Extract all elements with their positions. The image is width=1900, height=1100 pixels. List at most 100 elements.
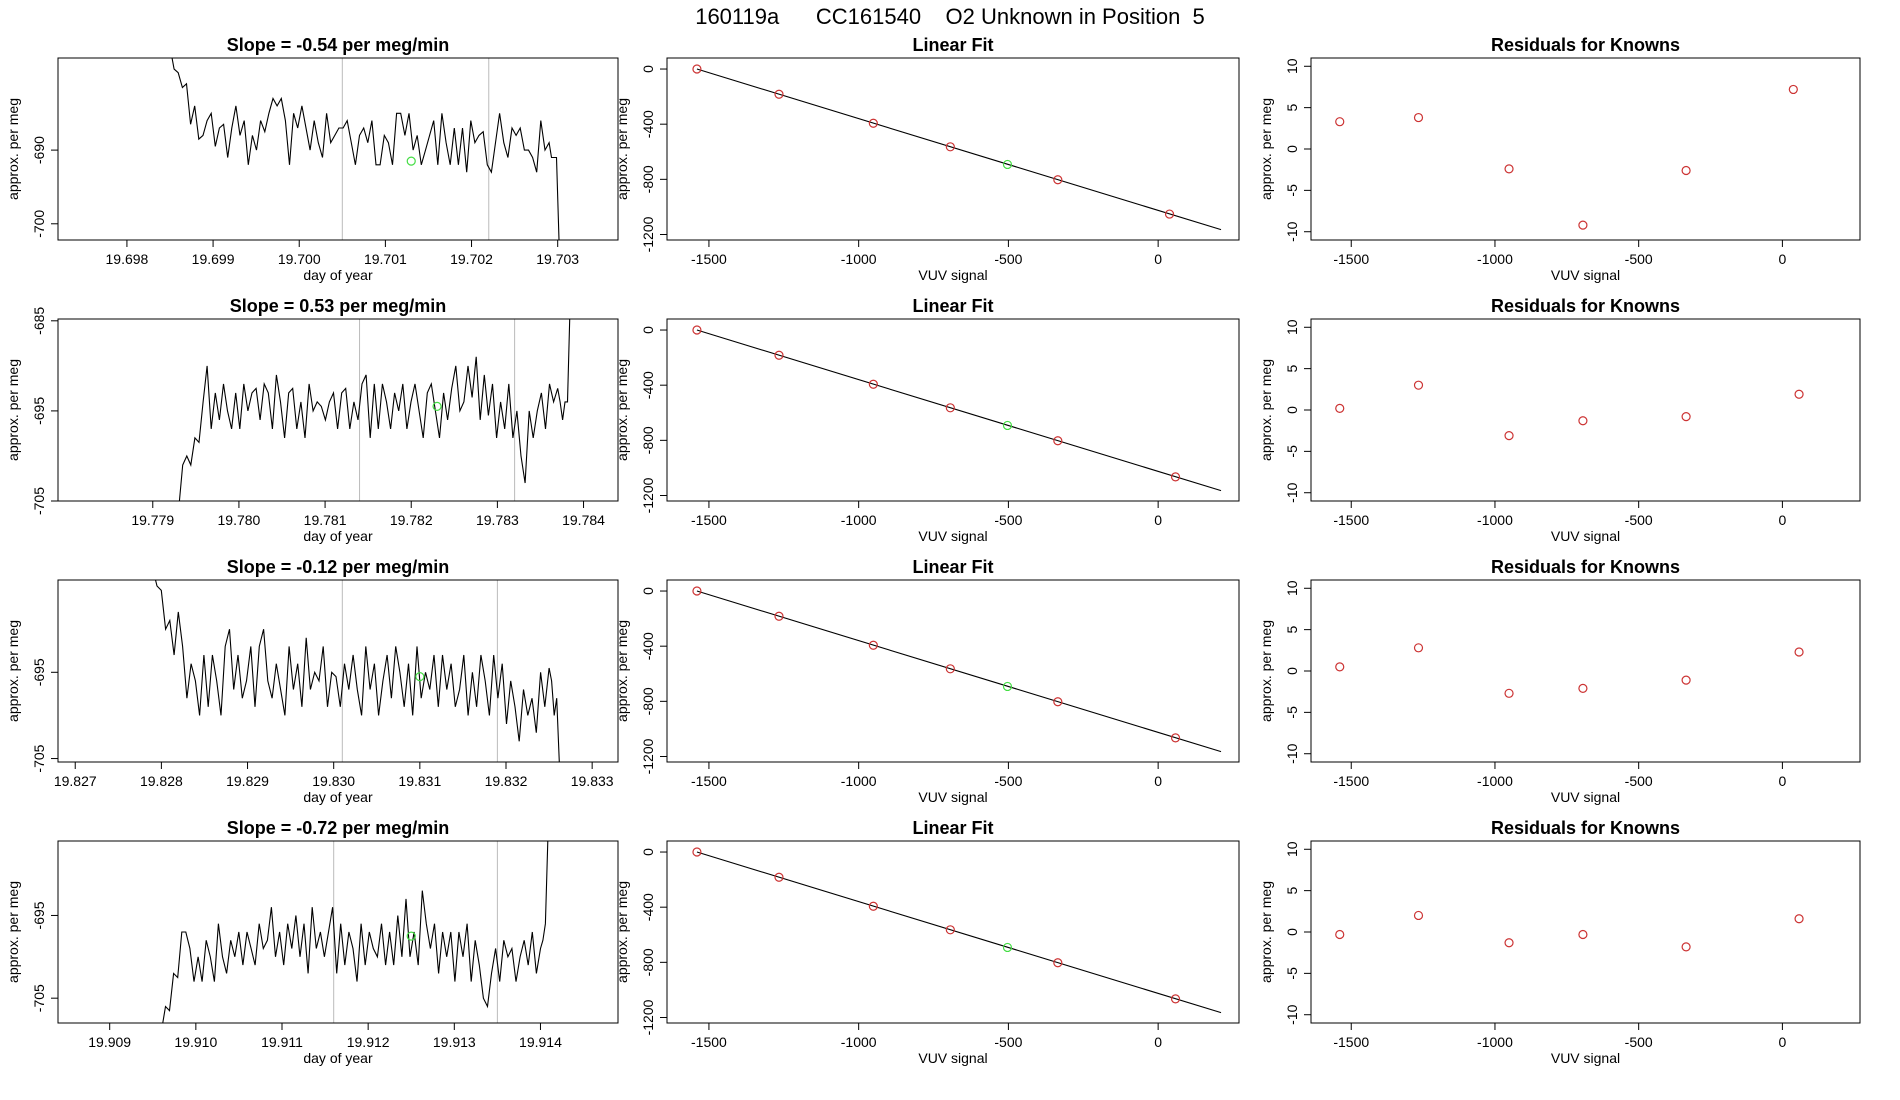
y-tick-label: -800	[640, 687, 656, 715]
known-point	[1413, 112, 1424, 123]
known-point	[1681, 165, 1691, 176]
x-tick-label: -1000	[841, 773, 877, 789]
known-point	[774, 350, 784, 360]
x-tick-label: 19.827	[54, 773, 97, 789]
known-point	[1794, 647, 1804, 657]
x-tick-label: 19.830	[312, 773, 355, 789]
y-tick-label: -400	[640, 110, 656, 138]
plot-frame	[666, 579, 1240, 763]
y-axis-label: approx. per meg	[614, 620, 630, 722]
x-tick-label: 19.910	[174, 1034, 217, 1050]
plot-frame	[666, 840, 1240, 1024]
y-axis-label: approx. per meg	[1258, 359, 1274, 461]
y-tick-label: 10	[1284, 319, 1300, 335]
known-point	[1681, 412, 1691, 422]
x-tick-label: -500	[1625, 773, 1653, 789]
x-tick-label: 0	[1778, 773, 1786, 789]
x-tick-label: -1500	[691, 1034, 727, 1050]
x-tick-label: -500	[994, 1034, 1022, 1050]
y-tick-label: 0	[1284, 667, 1300, 675]
y-tick-label: -695	[31, 658, 47, 686]
plot-frame	[1310, 318, 1861, 502]
y-tick-label: 0	[640, 848, 656, 856]
y-axis-label: approx. per meg	[614, 881, 630, 983]
known-point	[774, 89, 784, 99]
chart-panel-12: Residuals for Knowns -1500 -1000 -500 0 10 5 0 -…	[1258, 818, 1861, 1066]
chart-panel-11: Linear Fit -1500 -1000 -500 0 0 -400 -800 -1200 V…	[614, 818, 1240, 1066]
y-tick-label: -400	[640, 893, 656, 921]
y-tick-label: -5	[1284, 445, 1300, 458]
x-tick-label: 19.829	[226, 773, 269, 789]
x-axis-label: VUV signal	[918, 528, 987, 544]
known-point	[774, 611, 784, 621]
y-axis-label: approx. per meg	[614, 98, 630, 200]
y-tick-label: -5	[1284, 706, 1300, 719]
known-point	[692, 586, 702, 596]
x-tick-label: 19.911	[261, 1034, 303, 1050]
chart-panel-8: Linear Fit -1500 -1000 -500 0 0 -400 -800 -1200 V…	[614, 557, 1240, 805]
known-point	[1504, 688, 1514, 698]
y-tick-label: 0	[640, 587, 656, 595]
x-tick-label: 0	[1778, 251, 1786, 267]
chart-panel-2: Linear Fit -1500 -1000 -500 0 0 -400 -800 -1200 V…	[614, 35, 1240, 283]
plot-frame	[1310, 840, 1861, 1024]
x-tick-label: -1500	[1333, 251, 1369, 267]
chart-title: Residuals for Knowns	[1491, 296, 1680, 316]
known-point	[1170, 472, 1181, 482]
chart-title: Linear Fit	[912, 35, 993, 55]
plot-frame	[666, 318, 1240, 502]
y-axis-label: approx. per meg	[1258, 98, 1274, 200]
y-tick-label: -800	[640, 165, 656, 193]
x-tick-label: -1500	[691, 512, 727, 528]
x-tick-label: -1000	[1477, 1034, 1513, 1050]
y-tick-label: -705	[31, 744, 47, 772]
y-tick-label: 5	[1284, 365, 1300, 373]
known-point	[1053, 175, 1063, 185]
known-point	[1170, 733, 1181, 743]
x-tick-label: 19.783	[476, 512, 519, 528]
x-axis-label: VUV signal	[1551, 267, 1620, 283]
x-axis-label: day of year	[303, 267, 373, 283]
plot-frame	[57, 840, 619, 1024]
known-point	[1413, 380, 1424, 390]
x-tick-label: -500	[994, 773, 1022, 789]
x-tick-label: 19.784	[562, 512, 605, 528]
unknown-point	[1002, 681, 1013, 692]
y-axis-label: approx. per meg	[614, 359, 630, 461]
y-axis-label: approx. per meg	[5, 98, 21, 200]
x-axis-label: VUV signal	[1551, 1050, 1620, 1066]
known-point	[1335, 117, 1345, 127]
known-point	[1335, 403, 1345, 413]
chart-title: Linear Fit	[912, 818, 993, 838]
chart-panel-5: Linear Fit -1500 -1000 -500 0 0 -400 -800 -1200 V…	[614, 296, 1240, 544]
y-tick-label: 5	[1284, 626, 1300, 634]
x-tick-label: 0	[1154, 773, 1162, 789]
known-point	[1794, 914, 1804, 924]
y-tick-label: -1200	[640, 216, 656, 252]
x-tick-label: 19.703	[536, 251, 579, 267]
chart-panel-6: Residuals for Knowns -1500 -1000 -500 0 10 5 0 -…	[1258, 296, 1861, 544]
known-point	[1578, 220, 1588, 230]
y-tick-label: -1200	[640, 477, 656, 513]
x-axis-label: VUV signal	[1551, 528, 1620, 544]
y-tick-label: 0	[1284, 928, 1300, 936]
x-tick-label: 19.700	[278, 251, 321, 267]
known-point	[1578, 683, 1588, 693]
chart-title: Residuals for Knowns	[1491, 818, 1680, 838]
chart-title: Slope = -0.54 per meg/min	[227, 35, 450, 55]
known-point	[1053, 697, 1063, 707]
x-tick-label: 19.779	[131, 512, 174, 528]
y-tick-label: 10	[1284, 841, 1300, 857]
chart-panel-10: Slope = -0.72 per meg/min 19.909 19.910 19.…	[5, 818, 619, 1066]
known-point	[774, 872, 784, 882]
known-point	[1681, 675, 1691, 685]
y-tick-label: -10	[1284, 221, 1300, 241]
y-tick-label: 5	[1284, 104, 1300, 112]
known-point	[1164, 209, 1175, 219]
x-tick-label: -1000	[1477, 251, 1513, 267]
known-point	[1170, 994, 1181, 1004]
fit-line	[696, 329, 1222, 492]
x-tick-label: 0	[1778, 512, 1786, 528]
unknown-point	[415, 672, 425, 682]
known-point	[1578, 416, 1588, 426]
